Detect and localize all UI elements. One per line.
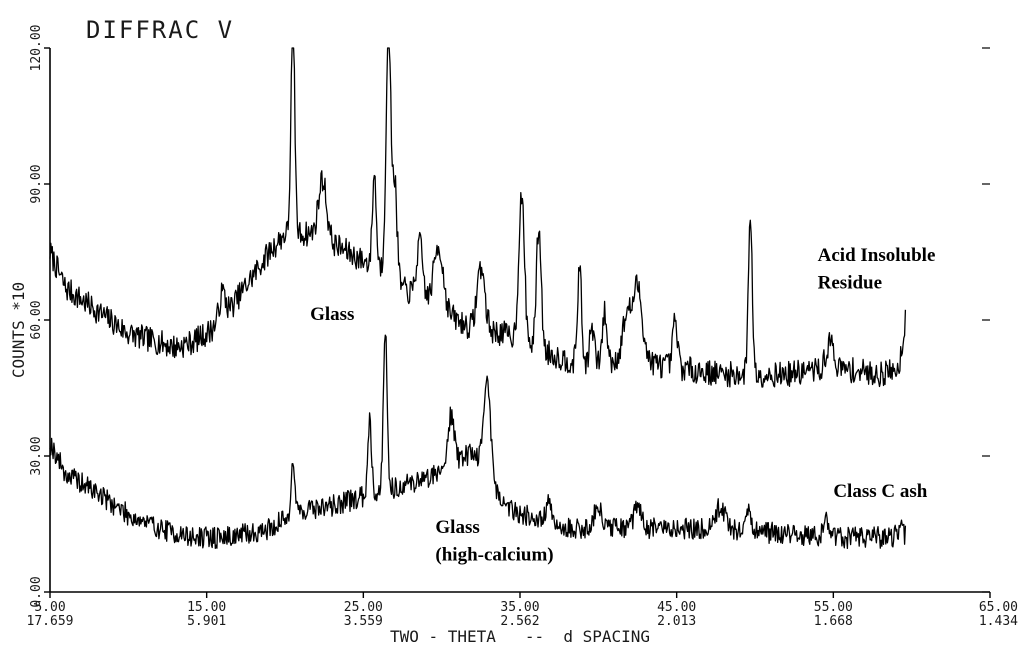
y-axis-label: COUNTS *10 <box>9 282 28 378</box>
x-tick-dlabel: 17.659 <box>27 614 74 629</box>
annotation-label: Glass <box>435 517 479 538</box>
x-tick-label: 5.00 <box>34 600 65 615</box>
x-tick-dlabel: 2.562 <box>500 614 539 629</box>
x-tick-dlabel: 5.901 <box>187 614 226 629</box>
x-tick-label: 35.00 <box>500 600 539 615</box>
annotation-label: (high-calcium) <box>435 544 553 565</box>
y-ticks: 0.00 30.00 60.00 90.00 120.00 <box>29 25 990 608</box>
x-tick-dlabel: 1.434 <box>979 614 1018 629</box>
y-tick-label: 0.00 <box>29 576 44 607</box>
x-tick-dlabel: 3.559 <box>344 614 383 629</box>
y-tick-label: 120.00 <box>29 25 44 72</box>
x-tick-dlabel: 2.013 <box>657 614 696 629</box>
annotation-label: Glass <box>310 304 354 325</box>
annotation-label: Class C ash <box>833 481 927 502</box>
x-axis-label: TWO - THETA -- d SPACING <box>390 627 650 646</box>
x-tick-label: 65.00 <box>979 600 1018 615</box>
series-line-class-c-ash <box>49 334 907 550</box>
x-tick-label: 45.00 <box>657 600 696 615</box>
x-tick-dlabel: 1.668 <box>814 614 853 629</box>
y-tick-label: 30.00 <box>29 436 44 475</box>
annotation-label: Residue <box>818 272 882 293</box>
y-tick-label: 90.00 <box>29 164 44 203</box>
x-tick-label: 55.00 <box>814 600 853 615</box>
annotations: Acid Insoluble Residue Glass Class C ash Gla… <box>310 245 935 565</box>
y-tick-label: 60.00 <box>29 300 44 339</box>
x-tick-label: 25.00 <box>344 600 383 615</box>
series-line-acid-insoluble-residue <box>49 47 907 388</box>
annotation-label: Acid Insoluble <box>818 245 936 266</box>
x-tick-label: 15.00 <box>187 600 226 615</box>
chart-title: DIFFRAC V <box>86 16 234 44</box>
series-group <box>49 47 907 550</box>
